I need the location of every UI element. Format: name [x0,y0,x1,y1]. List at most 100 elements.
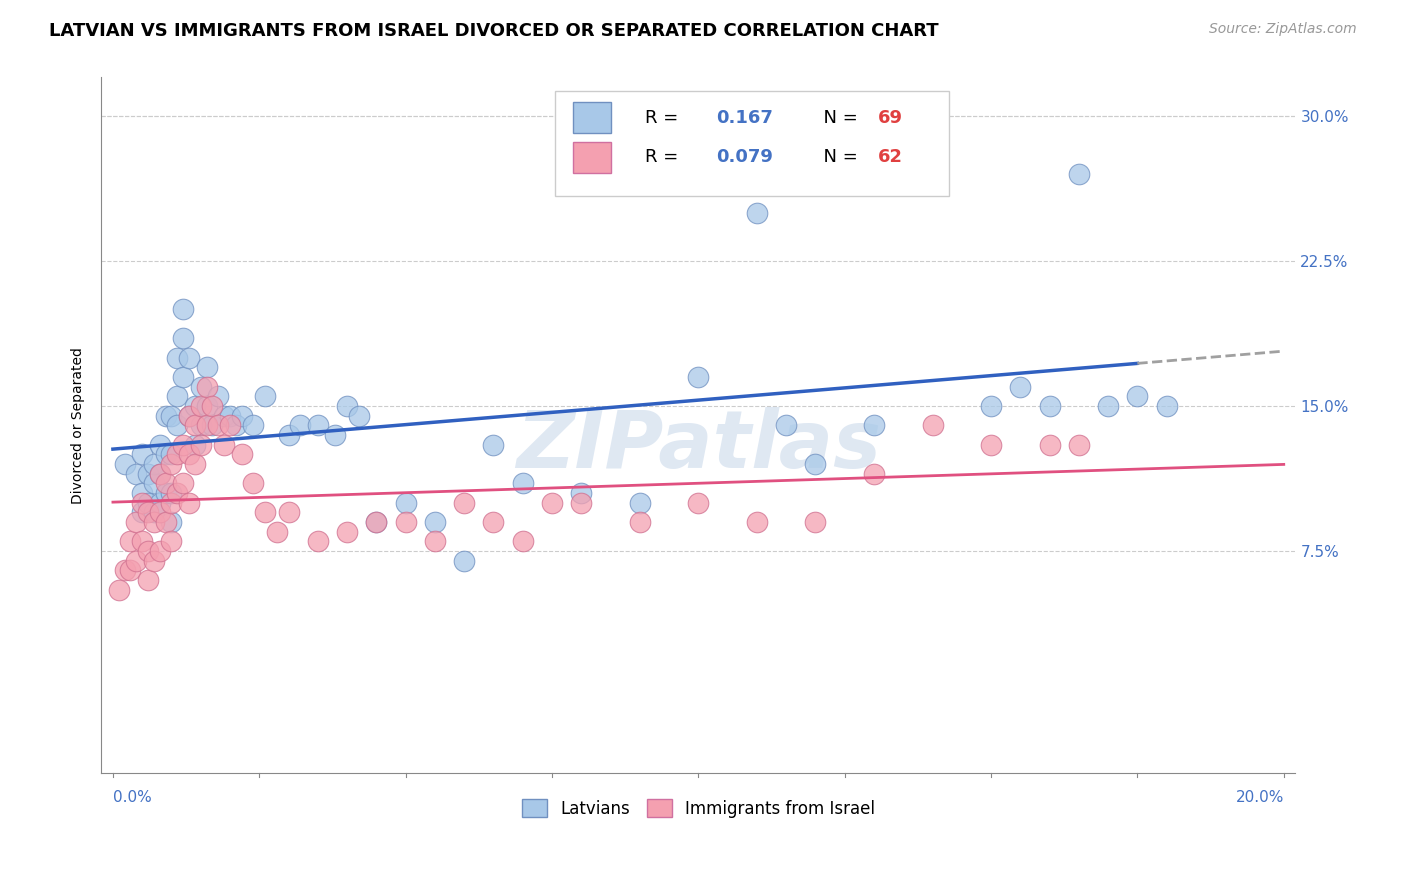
Point [195,360,218,375]
Text: N =: N = [811,109,863,127]
Point [1097,399,1119,413]
Point [745,206,768,220]
Point [190,380,212,394]
Text: ZIPatlas: ZIPatlas [516,408,880,485]
Point [219,409,242,423]
Point [190,418,212,433]
Point [219,418,242,433]
Point [184,457,207,471]
Point [1126,389,1149,403]
Point [160,409,183,423]
Point [166,351,188,365]
Point [688,496,710,510]
Text: 0.167: 0.167 [716,109,773,127]
Point [347,409,370,423]
Point [1039,399,1062,413]
Text: LATVIAN VS IMMIGRANTS FROM ISRAEL DIVORCED OR SEPARATED CORRELATION CHART: LATVIAN VS IMMIGRANTS FROM ISRAEL DIVORC… [49,22,939,40]
Point [212,409,235,423]
Bar [572,103,610,134]
Point [980,438,1002,452]
Point [190,438,212,452]
Point [1067,167,1090,181]
Point [231,409,253,423]
Point [166,486,188,500]
Point [277,428,299,442]
Point [142,505,165,519]
Text: R =: R = [644,109,689,127]
Point [231,447,253,461]
Point [142,554,165,568]
Point [149,467,172,481]
Point [107,582,129,597]
Point [921,418,943,433]
Point [125,554,148,568]
Point [172,331,194,345]
Point [242,476,264,491]
Point [541,496,564,510]
Point [114,457,136,471]
Text: 0.079: 0.079 [716,148,773,167]
Point [254,389,277,403]
Text: 0.0%: 0.0% [112,790,152,805]
Point [166,418,188,433]
Point [1156,399,1178,413]
Point [569,496,592,510]
Point [242,418,264,433]
Point [207,418,229,433]
Point [136,544,159,558]
Point [177,409,200,423]
Point [980,399,1002,413]
Point [569,486,592,500]
Text: 20.0%: 20.0% [1236,790,1284,805]
Point [325,428,347,442]
Point [225,418,247,433]
Point [160,515,183,529]
Point [423,515,446,529]
Point [1010,380,1032,394]
Point [136,496,159,510]
Point [160,534,183,549]
Point [136,505,159,519]
Point [120,564,142,578]
Point [142,476,165,491]
Point [195,399,218,413]
Point [804,515,827,529]
Point [172,370,194,384]
Point [512,534,534,549]
Point [423,534,446,549]
Point [155,515,177,529]
Point [863,418,886,433]
Point [1067,438,1090,452]
Point [120,534,142,549]
Point [688,370,710,384]
Point [394,496,416,510]
Point [155,409,177,423]
Bar [555,91,949,195]
Point [453,554,475,568]
Point [149,467,172,481]
Point [512,476,534,491]
Point [177,409,200,423]
Point [155,447,177,461]
Point [307,534,329,549]
Point [155,486,177,500]
Point [195,380,218,394]
Point [254,505,277,519]
Point [149,438,172,452]
Point [482,515,505,529]
Point [160,447,183,461]
Point [212,438,235,452]
Point [336,524,359,539]
Point [745,515,768,529]
Text: Source: ZipAtlas.com: Source: ZipAtlas.com [1209,22,1357,37]
Point [453,496,475,510]
Point [172,438,194,452]
Point [266,524,288,539]
Point [131,486,153,500]
Point [160,496,183,510]
Point [160,457,183,471]
Point [172,476,194,491]
Legend: Latvians, Immigrants from Israel: Latvians, Immigrants from Israel [515,793,882,824]
Text: 69: 69 [877,109,903,127]
Point [184,438,207,452]
